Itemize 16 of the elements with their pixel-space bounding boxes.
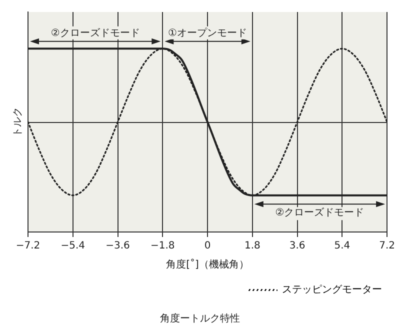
x-tick-label: 1.8: [244, 240, 260, 252]
y-axis-title: トルク: [12, 107, 24, 137]
x-tick-label: −5.4: [60, 240, 86, 252]
x-tick-label: −1.8: [150, 240, 175, 252]
band-label: ①オープンモード: [168, 26, 248, 39]
x-tick-label: 7.2: [379, 240, 395, 252]
x-tick-label: 3.6: [289, 240, 306, 252]
text: 角度ートルク特性: [160, 312, 240, 325]
x-tick-label: −7.2: [16, 240, 40, 252]
x-axis-title: 角度[˚]（機械角）: [166, 258, 249, 271]
x-tick-label: 0: [204, 240, 211, 252]
x-tick-label: 5.4: [334, 240, 350, 252]
band-label: ②クローズドモード: [50, 26, 140, 39]
band-label: ②クローズドモード: [275, 206, 364, 219]
legend-label: ステッピングモーター: [282, 284, 382, 296]
x-tick-label: −3.6: [106, 240, 130, 252]
